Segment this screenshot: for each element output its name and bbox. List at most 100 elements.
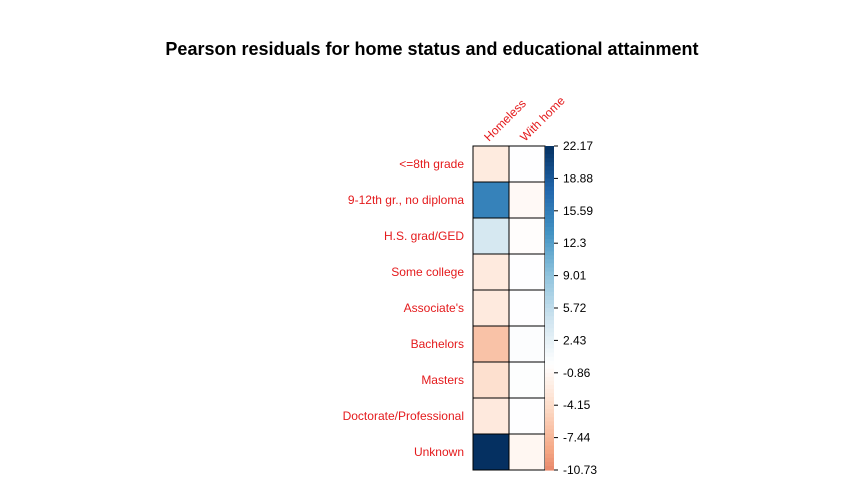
colorbar-tick-label: 12.3 (563, 236, 587, 250)
colorbar-segment (545, 303, 554, 309)
colorbar-segment (545, 190, 554, 196)
colorbar-segment (545, 401, 554, 406)
colorbar-segment (545, 328, 554, 333)
colorbar-segment (545, 291, 554, 297)
heatmap-cell-2-0 (472, 217, 510, 255)
heatmap-cells (472, 145, 546, 471)
colorbar-segment (545, 437, 554, 443)
colorbar-segment (545, 259, 554, 265)
colorbar-tick-label: 18.88 (563, 171, 593, 185)
colorbar-segment (545, 340, 554, 346)
colorbar-segment (545, 380, 554, 386)
row-label: Masters (421, 373, 464, 387)
colorbar-segment (545, 356, 554, 362)
heatmap-cell-1-0 (472, 181, 510, 219)
colorbar-segment (545, 150, 554, 155)
colorbar-segment (545, 158, 554, 163)
colorbar-segment (545, 299, 554, 305)
heatmap-cell-3-0 (472, 253, 510, 291)
colorbar-segment (545, 344, 554, 350)
heatmap-cell-6-1 (508, 361, 546, 399)
colorbar-segment (545, 425, 554, 431)
colorbar-segment (545, 251, 554, 256)
colorbar-segment (545, 243, 554, 248)
colorbar-segment (545, 405, 554, 410)
colorbar-segment (545, 182, 554, 188)
colorbar-segment (545, 235, 554, 240)
colorbar-segment (545, 348, 554, 354)
colorbar-segment (545, 389, 554, 394)
colorbar: 22.17 18.88 15.59 12.3 9.01 5.72 2.43 -0.86 -4.1… (545, 139, 597, 477)
colorbar-segment (545, 368, 554, 374)
colorbar-tick-label: 2.43 (563, 333, 587, 347)
colorbar-segment (545, 461, 554, 467)
heatmap-cell-3-1 (508, 253, 546, 291)
colorbar-segment (545, 372, 554, 378)
colorbar-segment (545, 263, 554, 269)
colorbar-segment (545, 312, 554, 317)
colorbar-segment (545, 465, 554, 471)
colorbar-segment (545, 409, 554, 414)
colorbar-segment (545, 295, 554, 301)
colorbar-segment (545, 429, 554, 435)
row-label: 9-12th gr., no diploma (348, 193, 464, 207)
colorbar-segment (545, 247, 554, 252)
heatmap-cell-0-1 (508, 145, 546, 183)
row-label: Some college (391, 265, 464, 279)
colorbar-tick-label: 22.17 (563, 139, 593, 153)
row-labels: <=8th grade 9-12th gr., no diploma H.S. gr… (343, 157, 465, 459)
colorbar-segment (545, 449, 554, 455)
colorbar-segment (545, 198, 554, 204)
row-label: H.S. grad/GED (384, 229, 464, 243)
colorbar-segment (545, 255, 554, 260)
colorbar-segment (545, 352, 554, 358)
colorbar-segment (545, 227, 554, 232)
colorbar-segment (545, 283, 554, 289)
colorbar-tick-label: -10.73 (563, 463, 597, 477)
colorbar-segment (545, 316, 554, 321)
column-label: With home (517, 93, 568, 144)
colorbar-segment (545, 206, 554, 212)
colorbar-segment (545, 214, 554, 220)
heatmap-cell-6-0 (472, 361, 510, 399)
colorbar-tick-label: 15.59 (563, 204, 593, 218)
colorbar-segment (545, 397, 554, 402)
colorbar-segment (545, 279, 554, 285)
colorbar-segment (545, 287, 554, 293)
colorbar-segment (545, 239, 554, 244)
heatmap-cell-8-0 (472, 433, 510, 471)
colorbar-segment (545, 421, 554, 427)
heatmap-cell-7-1 (508, 397, 546, 435)
row-label: <=8th grade (399, 157, 464, 171)
colorbar-segment (545, 194, 554, 200)
colorbar-segment (545, 453, 554, 459)
heatmap-cell-0-0 (472, 145, 510, 183)
colorbar-segment (545, 218, 554, 224)
heatmap-cell-5-1 (508, 325, 546, 363)
row-label: Associate's (404, 301, 464, 315)
heatmap-cell-8-1 (508, 433, 546, 471)
colorbar-segment (545, 308, 554, 313)
colorbar-segment (545, 384, 554, 390)
colorbar-segment (545, 178, 554, 184)
colorbar-segment (545, 457, 554, 463)
colorbar-segment (545, 174, 554, 179)
colorbar-segment (545, 376, 554, 382)
colorbar-segment (545, 413, 554, 418)
colorbar-segment (545, 332, 554, 337)
colorbar-tick-label: 5.72 (563, 301, 587, 315)
colorbar-segment (545, 393, 554, 398)
colorbar-segment (545, 170, 554, 175)
row-label: Doctorate/Professional (343, 409, 464, 423)
heatmap-cell-1-1 (508, 181, 546, 219)
colorbar-segment (545, 231, 554, 236)
colorbar-segment (545, 324, 554, 329)
colorbar-segment (545, 364, 554, 370)
colorbar-segment (545, 417, 554, 422)
colorbar-segment (545, 320, 554, 325)
colorbar-segment (545, 271, 554, 277)
colorbar-tick-label: -4.15 (563, 398, 591, 412)
colorbar-segment (545, 186, 554, 192)
colorbar-segment (545, 166, 554, 171)
